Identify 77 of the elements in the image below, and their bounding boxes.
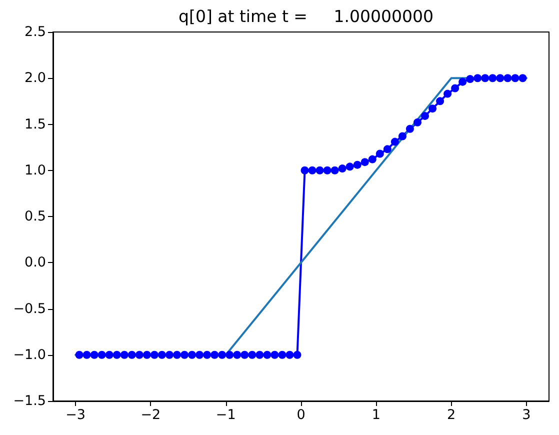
point <box>142 350 151 359</box>
point <box>353 160 362 169</box>
point <box>421 112 429 120</box>
point <box>330 166 339 174</box>
point <box>496 74 504 82</box>
point <box>398 132 406 140</box>
point <box>120 350 128 359</box>
y-tick-label: 0.0 <box>24 254 46 271</box>
point <box>323 166 332 174</box>
y-tick-label: −1.5 <box>13 393 46 409</box>
x-tick-label: −3 <box>66 407 86 423</box>
x-tick-label: 0 <box>296 407 306 423</box>
point <box>293 350 302 359</box>
point <box>150 350 158 359</box>
point <box>316 166 324 174</box>
point <box>270 350 279 359</box>
point <box>390 138 399 146</box>
point <box>436 97 444 106</box>
point <box>406 124 414 133</box>
point <box>75 350 84 359</box>
point <box>173 350 181 359</box>
point <box>135 350 144 359</box>
point <box>188 350 196 359</box>
point <box>376 150 384 158</box>
point <box>105 350 114 359</box>
y-tick-label: 2.0 <box>24 70 46 86</box>
point <box>308 166 316 174</box>
point <box>338 164 346 173</box>
point <box>248 350 256 359</box>
point <box>504 74 512 82</box>
point <box>112 350 121 359</box>
point <box>98 350 106 359</box>
x-tick-label: 1 <box>372 407 380 423</box>
point <box>203 350 212 359</box>
point <box>286 350 294 359</box>
point <box>278 350 286 359</box>
point <box>263 350 272 359</box>
point <box>158 350 166 359</box>
y-tick-label: 1.0 <box>24 162 46 178</box>
x-tick-label: −1 <box>216 407 236 423</box>
point <box>511 74 520 82</box>
x-tick-label: 3 <box>522 407 531 423</box>
point <box>466 75 474 84</box>
point <box>210 350 219 359</box>
y-tick-label: −1.0 <box>13 346 46 363</box>
point <box>128 350 136 359</box>
point <box>518 74 527 82</box>
point <box>218 350 226 359</box>
point <box>428 104 437 113</box>
point <box>444 90 452 98</box>
point <box>165 350 174 359</box>
point <box>90 350 98 359</box>
point <box>383 145 392 154</box>
point <box>413 118 422 126</box>
point <box>474 74 482 82</box>
x-tick-label: 2 <box>447 407 456 423</box>
x-tick-label: −2 <box>140 407 161 423</box>
y-tick-label: 0.5 <box>24 208 46 224</box>
point <box>481 74 490 82</box>
point <box>233 350 242 359</box>
point <box>451 84 460 92</box>
point <box>458 78 467 86</box>
point <box>180 350 189 359</box>
point <box>196 350 204 359</box>
y-tick-label: −0.5 <box>13 300 46 317</box>
y-tick-label: 2.5 <box>24 24 46 40</box>
point <box>346 162 354 171</box>
point <box>82 350 91 359</box>
point <box>368 155 376 164</box>
point <box>360 158 369 166</box>
point <box>300 166 309 174</box>
point <box>226 350 234 359</box>
y-tick-label: 1.5 <box>24 116 46 132</box>
point <box>240 350 249 359</box>
point <box>256 350 264 359</box>
point <box>488 74 497 82</box>
chart-title: q[0] at time t = 1.00000000 <box>178 7 434 26</box>
